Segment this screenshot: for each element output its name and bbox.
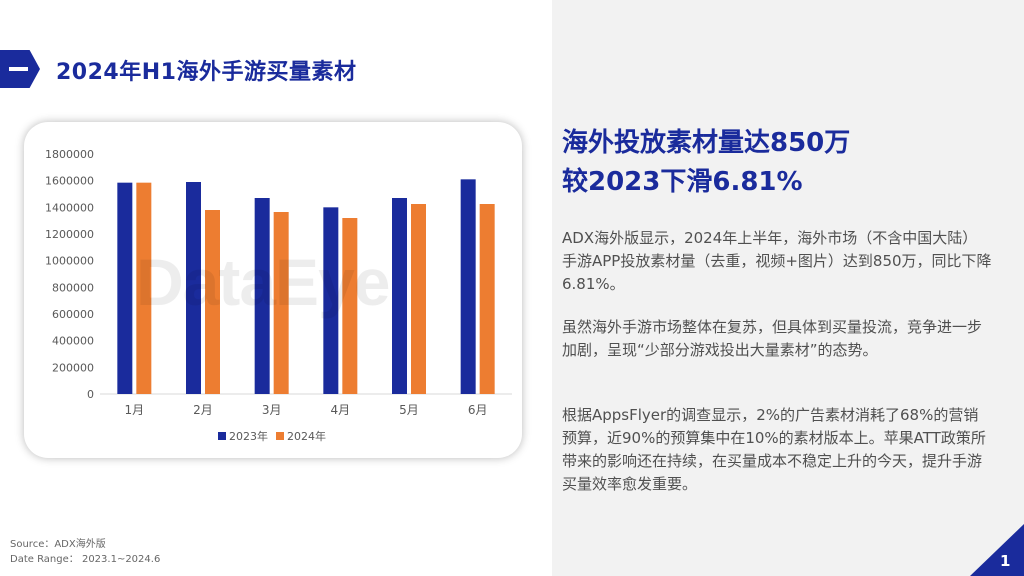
chart-card: 0 200000 400000 600000 800000 1000000 1200000 1…	[24, 122, 522, 458]
y-tick-label: 200000	[52, 361, 94, 374]
bar-2024-4	[342, 218, 358, 394]
headline-line-2: 较2023下滑6.81%	[562, 167, 803, 197]
right-panel-background	[552, 0, 1024, 576]
dash-icon	[9, 67, 28, 71]
bar-chart: 0 200000 400000 600000 800000 1000000 1200000 1…	[45, 148, 512, 443]
bar-2023-4	[323, 207, 339, 394]
date-range-label: Date Range： 2023.1~2024.6	[10, 554, 161, 565]
page-title: 2024年H1海外手游买量素材	[56, 60, 357, 85]
paragraph-adx-summary: ADX海外版显示，2024年上半年，海外市场（不含中国大陆）手游APP投放素材量…	[562, 229, 992, 293]
headline-line-1: 海外投放素材量达850万	[562, 128, 851, 158]
x-tick-label: 1月	[125, 403, 145, 417]
watermark: DataEye	[136, 245, 390, 319]
bar-2023-6	[460, 179, 476, 394]
headline: 海外投放素材量达850万 较2023下滑6.81%	[562, 124, 1002, 202]
legend-swatch-2023	[218, 432, 226, 440]
page-number: 1	[1000, 552, 1011, 570]
y-tick-label: 1400000	[45, 201, 94, 214]
bar-2024-3	[273, 212, 289, 394]
x-tick-label: 3月	[262, 403, 282, 417]
paragraph-appsflyer: 根据AppsFlyer的调查显示，2%的广告素材消耗了68%的营销预算，近90%…	[562, 406, 986, 493]
bar-2023-2	[186, 182, 201, 394]
bar-2024-5	[411, 204, 426, 394]
y-tick-label: 400000	[52, 335, 94, 348]
legend-swatch-2024	[276, 432, 284, 440]
x-tick-label: 6月	[468, 403, 488, 417]
y-tick-label: 1600000	[45, 175, 94, 188]
bar-2024-1	[136, 182, 152, 394]
title-tag-icon	[0, 50, 40, 88]
x-tick-label: 4月	[331, 403, 351, 417]
y-tick-label: 1200000	[45, 228, 94, 241]
y-tick-label: 0	[87, 388, 94, 401]
y-tick-label: 600000	[52, 308, 94, 321]
y-tick-label: 800000	[52, 281, 94, 294]
bar-2024-2	[205, 210, 220, 394]
paragraph-competition: 虽然海外手游市场整体在复苏，但具体到买量投流，竞争进一步加剧，呈现“少部分游戏投…	[562, 318, 983, 359]
x-tick-label: 5月	[399, 403, 419, 417]
y-tick-label: 1800000	[45, 148, 94, 161]
x-tick-label: 2月	[193, 403, 213, 417]
bar-2023-3	[254, 198, 270, 394]
legend-label: 2023年	[229, 429, 268, 443]
legend-label: 2024年	[287, 429, 326, 443]
y-tick-label: 1000000	[45, 255, 94, 268]
bar-2023-1	[117, 182, 133, 394]
bar-2023-5	[392, 198, 407, 394]
source-label: Source：ADX海外版	[10, 539, 106, 550]
bar-2024-6	[479, 204, 495, 394]
